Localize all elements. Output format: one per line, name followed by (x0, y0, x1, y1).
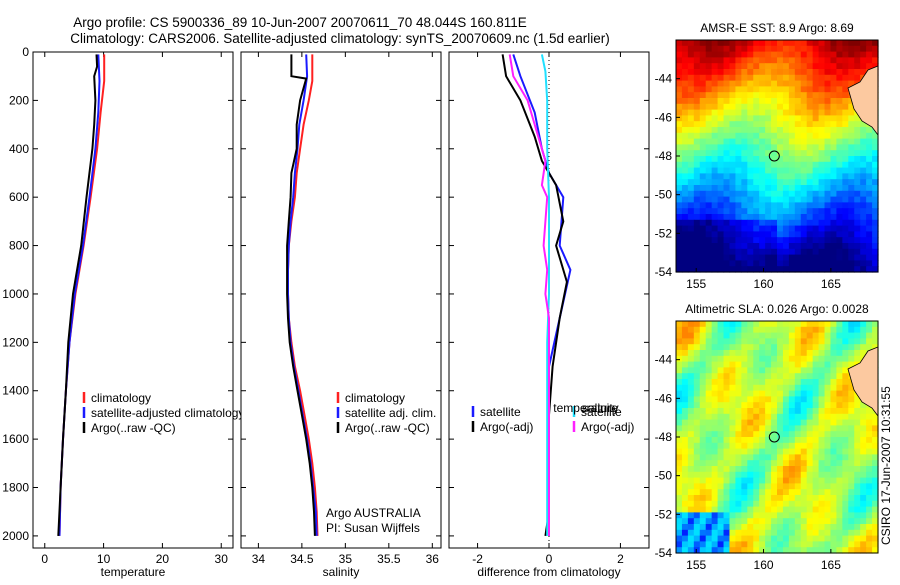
sst-map-panel: AMSR-E SST: 8.9 Argo: 8.69 155 160 165 -44 -4… (655, 21, 879, 291)
y-tick-label: 1000 (2, 287, 29, 301)
map-x-tick-label: 160 (754, 277, 774, 291)
legend-label: satellite adj. clim. (345, 406, 436, 420)
float-position-marker (768, 431, 780, 443)
y-tick-label: 800 (9, 239, 29, 253)
y-tick-label: 1800 (2, 481, 29, 495)
series-line-argo-raw-qc- (286, 54, 316, 536)
x-tick-label: 20 (156, 552, 170, 566)
map-title: AMSR-E SST: 8.9 Argo: 8.69 (700, 21, 854, 35)
map-y-tick-label: -52 (655, 507, 673, 521)
map-y-tick-label: -54 (655, 546, 673, 560)
map-y-tick-label: -46 (655, 110, 673, 124)
map-y-tick-label: -48 (655, 149, 673, 163)
diff-legend-sal-title: salinity (582, 401, 619, 415)
legend-label: Argo(-adj) (480, 420, 533, 434)
series-line-salinity-argo-adj- (508, 54, 550, 536)
float-position-marker (768, 150, 780, 162)
annotation-line1: Argo AUSTRALIA (326, 506, 421, 520)
map-y-tick-label: -54 (655, 265, 673, 279)
series-line-salinity-satellite (540, 54, 550, 536)
x-tick-label: 0 (41, 552, 48, 566)
map-x-tick-label: 160 (754, 558, 774, 572)
map-y-tick-label: -52 (655, 226, 673, 240)
x-axis-label: salinity (323, 565, 360, 579)
figure-title-line2: Climatology: CARS2006. Satellite-adjuste… (70, 31, 610, 46)
annotation-line2: PI: Susan Wijffels (326, 521, 420, 535)
legend-label: satellite (581, 405, 622, 419)
plot-frame (32, 51, 234, 549)
map-y-tick-label: -44 (655, 353, 673, 367)
temperature-panel: 0 200 400 600 800 1000 1200 1400 1600 1800 2000 0 10… (2, 45, 244, 579)
y-tick-label: 0 (22, 45, 29, 59)
map-title: Altimetric SLA: 0.026 Argo: 0.0028 (685, 302, 869, 316)
y-tick-label: 600 (9, 190, 29, 204)
legend-label: Argo(..raw -QC) (345, 421, 430, 435)
legend-label: satellite (480, 405, 521, 419)
x-tick-label: 10 (97, 552, 111, 566)
footer-stamp: CSIRO 17-Jun-2007 10:31:55 (879, 386, 893, 545)
plot-frame (240, 51, 442, 549)
legend-label: Argo(..raw -QC) (91, 421, 176, 435)
y-tick-label: 1200 (2, 335, 29, 349)
map-x-tick-label: 155 (686, 277, 706, 291)
y-tick-label: 1400 (2, 384, 29, 398)
map-y-tick-label: -46 (655, 391, 673, 405)
legend-label: Argo(-adj) (581, 420, 634, 434)
map-y-tick-label: -44 (655, 72, 673, 86)
x-tick-label: 35.5 (377, 552, 401, 566)
y-tick-label: 200 (9, 93, 29, 107)
diff-legend-temp-title: temperature (553, 401, 618, 415)
x-axis-label: difference from climatology (477, 565, 620, 579)
x-tick-label: 36 (426, 552, 440, 566)
x-tick-label: -2 (472, 552, 483, 566)
x-tick-label: 0 (546, 552, 553, 566)
map-field (676, 40, 879, 273)
x-tick-label: 35 (339, 552, 353, 566)
x-tick-label: 34.5 (290, 552, 314, 566)
y-tick-label: 400 (9, 142, 29, 156)
figure-title-line1: Argo profile: CS 5900336_89 10-Jun-2007 … (73, 15, 527, 30)
y-tick-label: 2000 (2, 529, 29, 543)
x-tick-label: 30 (215, 552, 229, 566)
map-field (676, 321, 879, 554)
x-axis-label: temperature (101, 565, 166, 579)
map-y-tick-label: -50 (655, 469, 673, 483)
x-tick-label: 34 (252, 552, 266, 566)
map-y-tick-label: -48 (655, 430, 673, 444)
legend-label: satellite-adjusted climatology (91, 406, 244, 420)
map-y-tick-label: -50 (655, 188, 673, 202)
salinity-panel: 34 34.5 35 35.5 36 salinity climatologysatelli… (240, 51, 442, 579)
map-x-tick-label: 165 (821, 277, 841, 291)
series-line-argo-raw-qc- (57, 54, 99, 536)
map-x-tick-label: 155 (686, 558, 706, 572)
x-tick-label: 2 (617, 552, 624, 566)
sla-map-panel: Altimetric SLA: 0.026 Argo: 0.0028 155 160… (655, 302, 879, 572)
y-tick-label: 1600 (2, 432, 29, 446)
legend-label: climatology (345, 391, 405, 405)
map-x-tick-label: 165 (821, 558, 841, 572)
legend-label: climatology (91, 391, 151, 405)
